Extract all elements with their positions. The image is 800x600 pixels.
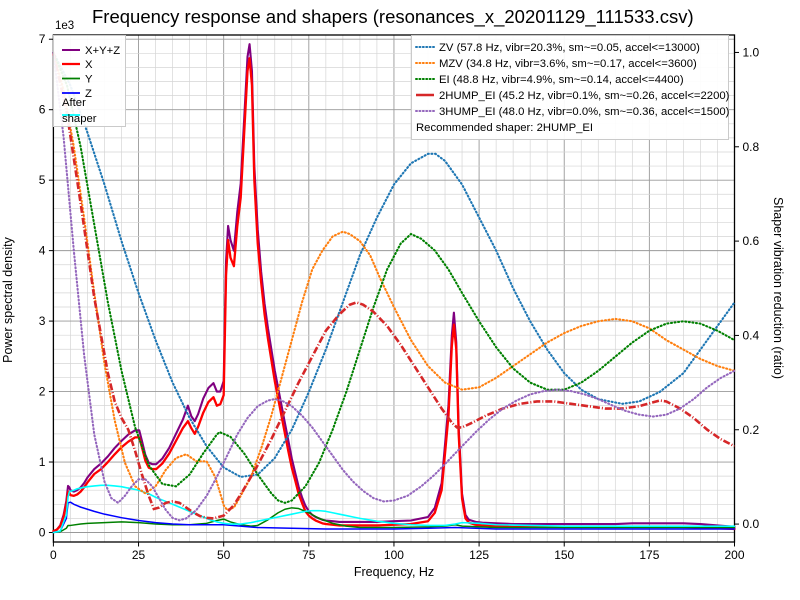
svg-text:125: 125 bbox=[469, 548, 489, 562]
svg-text:0: 0 bbox=[39, 525, 46, 539]
svg-text:ZV (57.8 Hz, vibr=20.3%, sm~=0: ZV (57.8 Hz, vibr=20.3%, sm~=0.05, accel… bbox=[439, 42, 700, 54]
svg-text:150: 150 bbox=[554, 548, 574, 562]
svg-text:0.8: 0.8 bbox=[743, 140, 760, 154]
svg-text:5: 5 bbox=[39, 173, 46, 187]
svg-text:6: 6 bbox=[39, 103, 46, 117]
svg-text:1.0: 1.0 bbox=[743, 45, 760, 59]
svg-text:X: X bbox=[85, 59, 93, 71]
svg-text:Z: Z bbox=[85, 88, 92, 100]
svg-text:0: 0 bbox=[50, 548, 57, 562]
svg-text:Y: Y bbox=[85, 74, 93, 86]
svg-text:3: 3 bbox=[39, 314, 46, 328]
svg-text:2: 2 bbox=[39, 385, 46, 399]
svg-text:7: 7 bbox=[39, 32, 46, 46]
svg-text:After: After bbox=[62, 97, 86, 109]
svg-text:75: 75 bbox=[302, 548, 316, 562]
svg-text:X+Y+Z: X+Y+Z bbox=[85, 45, 120, 57]
svg-text:100: 100 bbox=[384, 548, 404, 562]
svg-text:3HUMP_EI (48.0 Hz, vibr=0.0%,: 3HUMP_EI (48.0 Hz, vibr=0.0%, sm~=0.36, … bbox=[439, 106, 730, 118]
svg-text:25: 25 bbox=[132, 548, 146, 562]
svg-text:0.6: 0.6 bbox=[743, 234, 760, 248]
svg-text:2HUMP_EI (45.2 Hz, vibr=0.1%,: 2HUMP_EI (45.2 Hz, vibr=0.1%, sm~=0.26, … bbox=[439, 90, 730, 102]
svg-text:1: 1 bbox=[39, 455, 46, 469]
svg-text:MZV (34.8 Hz, vibr=3.6%, sm~=0: MZV (34.8 Hz, vibr=3.6%, sm~=0.17, accel… bbox=[439, 58, 697, 70]
svg-text:0.4: 0.4 bbox=[743, 328, 760, 342]
svg-text:shaper: shaper bbox=[62, 113, 97, 125]
svg-text:0.2: 0.2 bbox=[743, 423, 760, 437]
svg-text:50: 50 bbox=[217, 548, 231, 562]
svg-text:EI (48.8 Hz, vibr=4.9%, sm~=0.: EI (48.8 Hz, vibr=4.9%, sm~=0.14, accel<… bbox=[439, 74, 684, 86]
svg-text:200: 200 bbox=[724, 548, 744, 562]
svg-text:4: 4 bbox=[39, 244, 46, 258]
svg-text:175: 175 bbox=[639, 548, 659, 562]
svg-text:0.0: 0.0 bbox=[743, 517, 760, 531]
svg-text:Recommended shaper: 2HUMP_EI: Recommended shaper: 2HUMP_EI bbox=[416, 122, 593, 134]
